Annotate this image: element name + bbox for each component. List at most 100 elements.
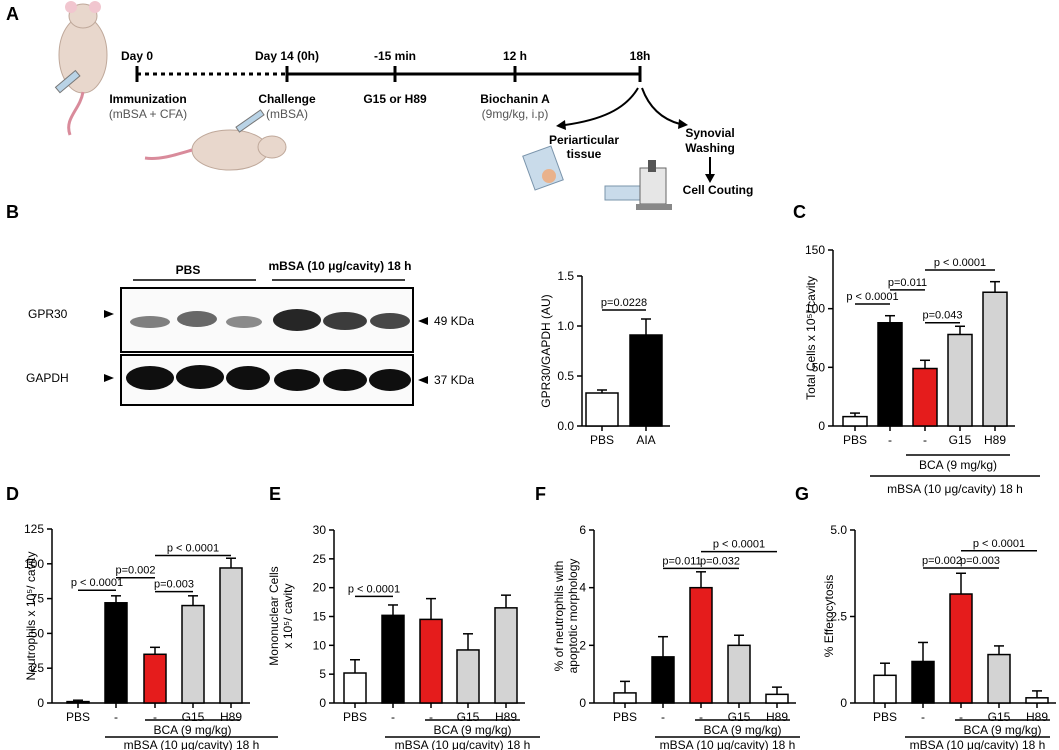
label-washing: Washing bbox=[685, 141, 735, 155]
y-axis-label: apoptotic morphology bbox=[566, 559, 580, 674]
p-value-label: p < 0.0001 bbox=[167, 542, 219, 554]
y-tick-label: 20 bbox=[313, 581, 327, 595]
y-tick-label: 50 bbox=[812, 360, 826, 374]
bar bbox=[877, 321, 903, 427]
mbsa-label: mBSA (10 μg/cavity) 18 h bbox=[887, 482, 1023, 496]
arrowhead-periarticular bbox=[556, 120, 566, 130]
y-tick-label: 4 bbox=[579, 581, 586, 595]
p-value-label: p=0.0228 bbox=[601, 297, 647, 309]
bca-label: BCA (9 mg/kg) bbox=[433, 723, 511, 737]
panel-letter-c: C bbox=[793, 202, 806, 222]
label-g15-h89: G15 or H89 bbox=[363, 92, 427, 106]
label-challenge-sub: (mBSA) bbox=[266, 107, 308, 121]
y-tick-label: 0 bbox=[818, 419, 825, 433]
x-tick-label: G15 bbox=[457, 710, 480, 724]
x-tick-label: PBS bbox=[613, 710, 637, 724]
y-tick-label: 0.0 bbox=[557, 419, 574, 433]
tissue-slide-icon bbox=[522, 145, 564, 191]
mouse-lying-illustration bbox=[144, 109, 287, 171]
p-value-label: p < 0.0001 bbox=[713, 539, 765, 551]
x-tick-label: - bbox=[391, 710, 395, 724]
x-tick-label: G15 bbox=[988, 710, 1011, 724]
x-tick-label: - bbox=[153, 710, 157, 724]
microscope-icon bbox=[604, 160, 672, 210]
y-tick-label: 15 bbox=[313, 610, 327, 624]
chart-panel-g: 0 2.5 5.0 % Efferocytosis PBS - - G15 H89 p=0.002… bbox=[822, 523, 1056, 750]
x-tick-label: - bbox=[888, 433, 892, 447]
x-tick-label: PBS bbox=[66, 710, 90, 724]
panel-letter-d: D bbox=[6, 484, 19, 504]
panel-letter-g: G bbox=[795, 484, 809, 504]
p-value-label: p=0.043 bbox=[922, 310, 962, 322]
p-value-label: p < 0.0001 bbox=[973, 538, 1025, 550]
mbsa-label: mBSA (10 μg/cavity) 18 h bbox=[124, 738, 260, 750]
y-axis-label: % of neutrophils with bbox=[552, 561, 566, 672]
mbsa-label: mBSA (10 μg/cavity) 18 h bbox=[660, 738, 796, 750]
label-12h: 12 h bbox=[503, 49, 527, 63]
blot-gpr30-label: GPR30 bbox=[28, 307, 68, 321]
blot-label-pbs: PBS bbox=[176, 263, 201, 277]
x-tick-label: - bbox=[959, 710, 963, 724]
x-tick-label: AIA bbox=[636, 433, 655, 447]
x-tick-label: H89 bbox=[220, 710, 242, 724]
label-18h: 18h bbox=[630, 49, 651, 63]
y-tick-label: 50 bbox=[31, 626, 45, 640]
arrow-periarticular bbox=[564, 87, 639, 126]
panel-letter-e: E bbox=[269, 484, 281, 504]
x-tick-label: - bbox=[429, 710, 433, 724]
bar bbox=[727, 644, 751, 704]
y-tick-label: 0.5 bbox=[557, 369, 574, 383]
x-tick-label: - bbox=[921, 710, 925, 724]
mbsa-label: mBSA (10 μg/cavity) 18 h bbox=[395, 738, 531, 750]
bar bbox=[842, 415, 868, 427]
x-tick-label: PBS bbox=[590, 433, 614, 447]
y-tick-label: 125 bbox=[24, 522, 44, 536]
p-value-label: p=0.002 bbox=[922, 555, 962, 567]
label-biochanin-dose: (9mg/kg, i.p) bbox=[482, 107, 549, 121]
y-tick-label: 5.0 bbox=[830, 523, 847, 537]
y-tick-label: 6 bbox=[579, 523, 586, 537]
mouse-illustration bbox=[58, 1, 108, 136]
y-tick-label: 10 bbox=[313, 638, 327, 652]
p-value-label: p=0.002 bbox=[115, 565, 155, 577]
bar bbox=[982, 291, 1008, 427]
y-axis-label: Mononuclear Cells bbox=[267, 566, 281, 665]
y-tick-label: 0 bbox=[37, 696, 44, 710]
x-tick-label: H89 bbox=[1026, 710, 1048, 724]
label-day0: Day 0 bbox=[121, 49, 153, 63]
panel-letter-f: F bbox=[535, 484, 546, 504]
label-day14: Day 14 (0h) bbox=[255, 49, 319, 63]
p-value-label: p=0.003 bbox=[960, 555, 1000, 567]
x-tick-label: PBS bbox=[873, 710, 897, 724]
x-tick-label: G15 bbox=[949, 433, 972, 447]
y-axis-label: Total Cells x 10⁵/ cavity bbox=[804, 276, 818, 400]
x-tick-label: - bbox=[661, 710, 665, 724]
bar bbox=[947, 333, 973, 427]
bar bbox=[629, 334, 663, 427]
p-value-label: p=0.003 bbox=[154, 579, 194, 591]
y-tick-label: 0 bbox=[319, 696, 326, 710]
arrowhead-cell-count bbox=[705, 174, 715, 183]
chart-panel-e: 0 5 10 15 20 25 30 Mononuclear Cells x 10⁵/ cavi… bbox=[267, 523, 540, 750]
bca-label: BCA (9 mg/kg) bbox=[703, 723, 781, 737]
x-tick-label: - bbox=[923, 433, 927, 447]
y-tick-label: 25 bbox=[313, 552, 327, 566]
x-tick-label: PBS bbox=[343, 710, 367, 724]
x-tick-label: G15 bbox=[182, 710, 205, 724]
x-tick-label: - bbox=[114, 710, 118, 724]
y-axis-label: % Efferocytosis bbox=[822, 575, 836, 657]
p-value-label: p=0.032 bbox=[700, 555, 740, 567]
label-15min: -15 min bbox=[374, 49, 416, 63]
bca-label: BCA (9 mg/kg) bbox=[919, 458, 997, 472]
bar bbox=[613, 692, 637, 704]
bar bbox=[912, 367, 938, 427]
p-value-label: p < 0.0001 bbox=[71, 577, 123, 589]
bar bbox=[181, 604, 205, 704]
bca-label: BCA (9 mg/kg) bbox=[153, 723, 231, 737]
bar bbox=[456, 649, 480, 704]
y-tick-label: 0 bbox=[840, 696, 847, 710]
bar bbox=[585, 392, 619, 427]
arrow-synovial bbox=[641, 87, 681, 125]
label-tissue: tissue bbox=[567, 147, 602, 161]
y-tick-label: 0 bbox=[579, 696, 586, 710]
